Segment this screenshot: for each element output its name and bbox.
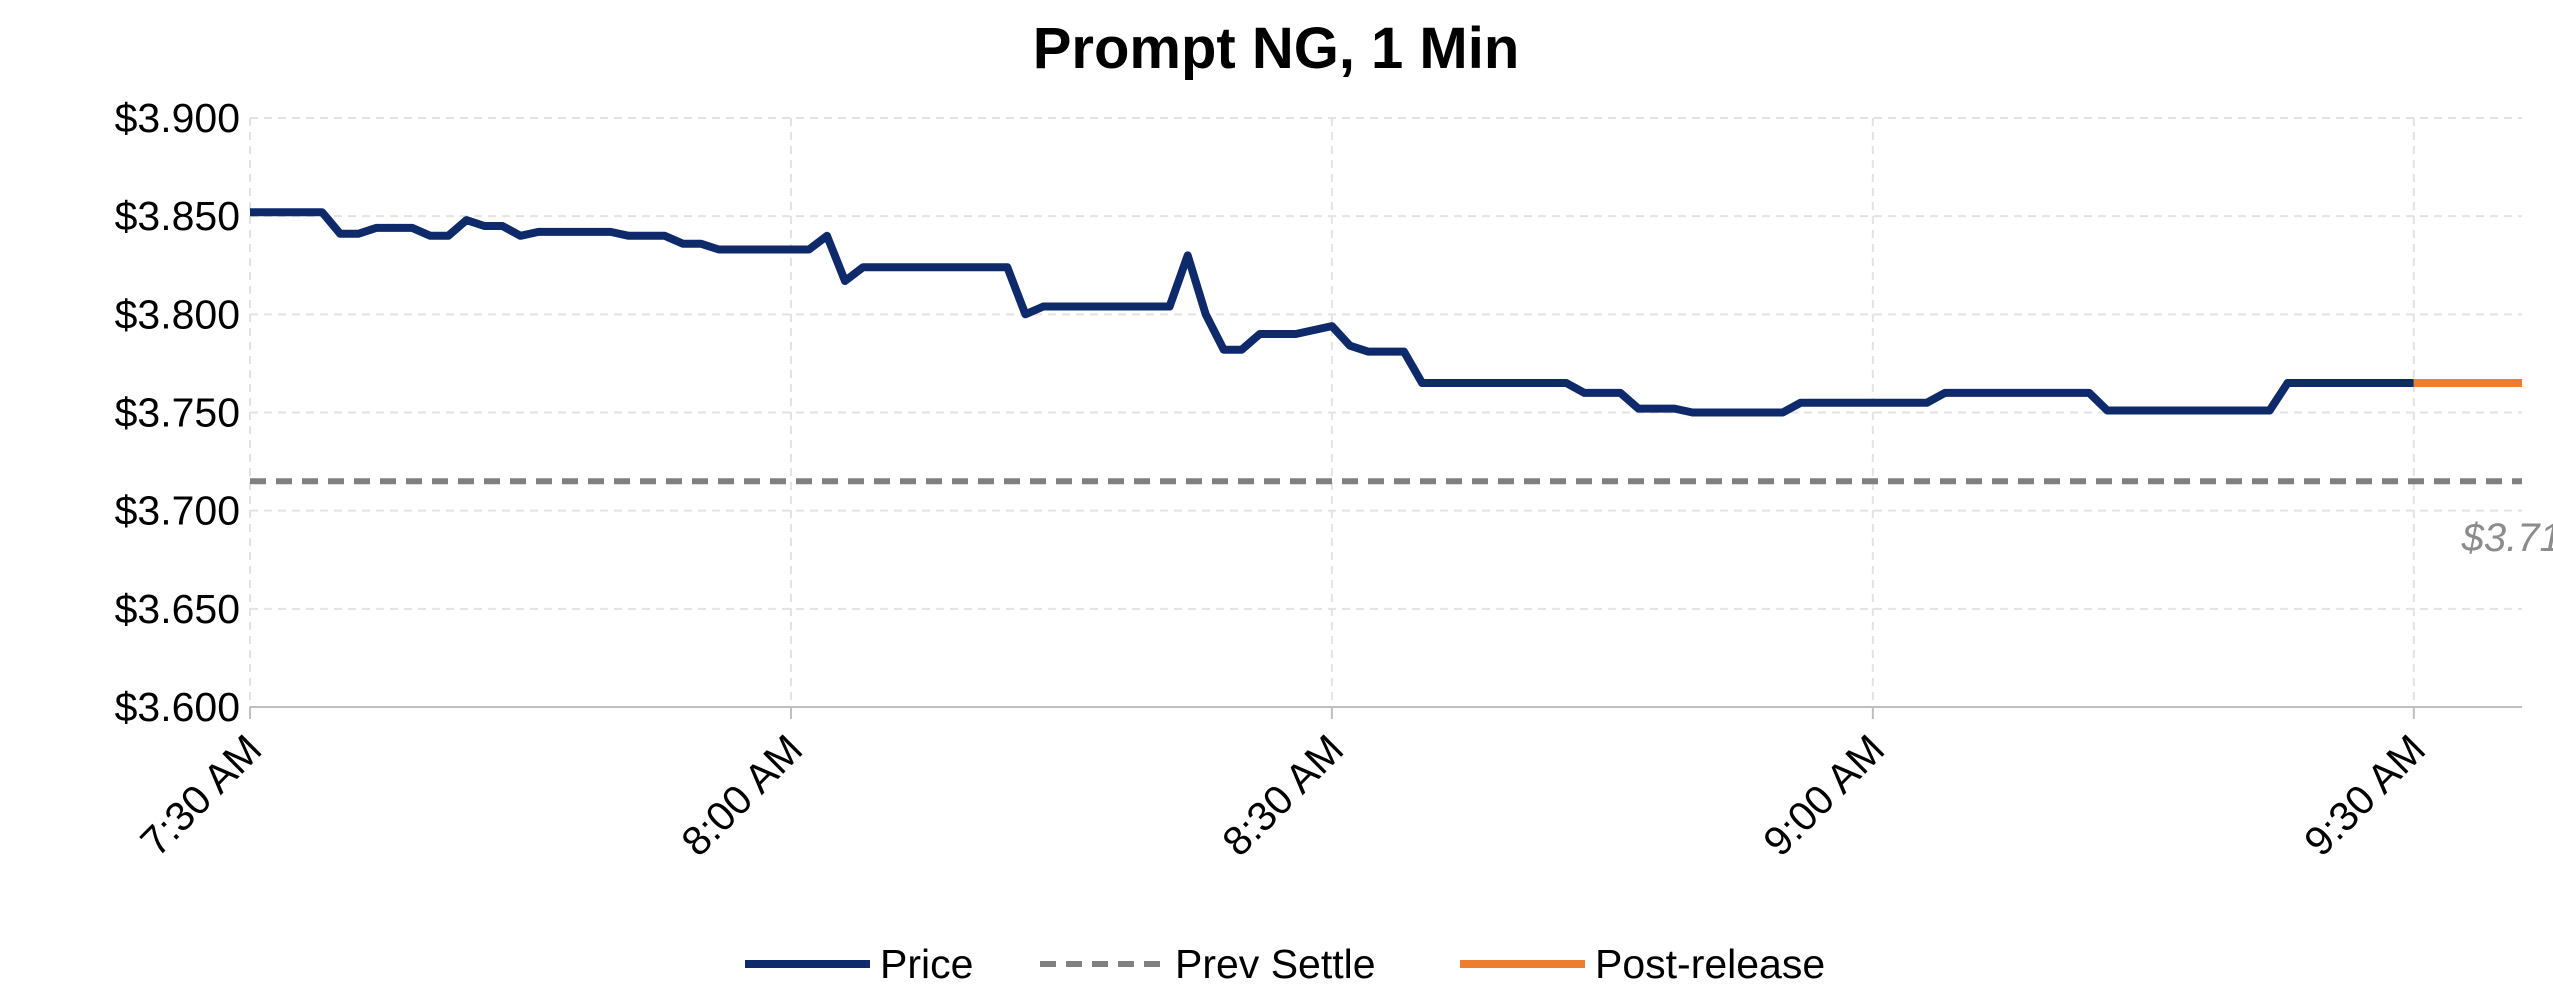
- y-tick-label: $3.900: [115, 95, 240, 141]
- annotations: $3.715: [2461, 516, 2553, 560]
- y-tick-label: $3.850: [115, 193, 240, 239]
- y-tick-label: $3.700: [115, 488, 240, 534]
- y-tick-label: $3.600: [115, 684, 240, 730]
- y-axis: $3.600 $3.650 $3.700 $3.750 $3.800 $3.850 $3.9…: [115, 95, 240, 730]
- x-tick-label: 9:00 AM: [1754, 726, 1893, 865]
- legend-label: Prev Settle: [1175, 941, 1376, 987]
- legend-label: Post-release: [1595, 941, 1825, 987]
- series-line-price: [250, 208, 2414, 417]
- x-tick-label: 9:30 AM: [2295, 726, 2434, 865]
- x-axis: 7:30 AM 8:00 AM 8:30 AM 9:00 AM 9:30 AM: [131, 706, 2522, 865]
- chart-title: Prompt NG, 1 Min: [1033, 16, 1520, 81]
- legend: Price Prev Settle Post-release: [745, 941, 1825, 987]
- y-tick-label: $3.750: [115, 390, 240, 436]
- x-tick-label: 8:00 AM: [672, 726, 811, 865]
- prev-settle-label: $3.715: [2461, 516, 2553, 560]
- x-tick-label: 8:30 AM: [1213, 726, 1352, 865]
- x-tick-label: 7:30 AM: [131, 726, 270, 865]
- y-tick-label: $3.800: [115, 291, 240, 337]
- legend-label: Price: [880, 941, 973, 987]
- y-tick-label: $3.650: [115, 586, 240, 632]
- grid: [249, 117, 2522, 707]
- series-group: [250, 208, 2522, 485]
